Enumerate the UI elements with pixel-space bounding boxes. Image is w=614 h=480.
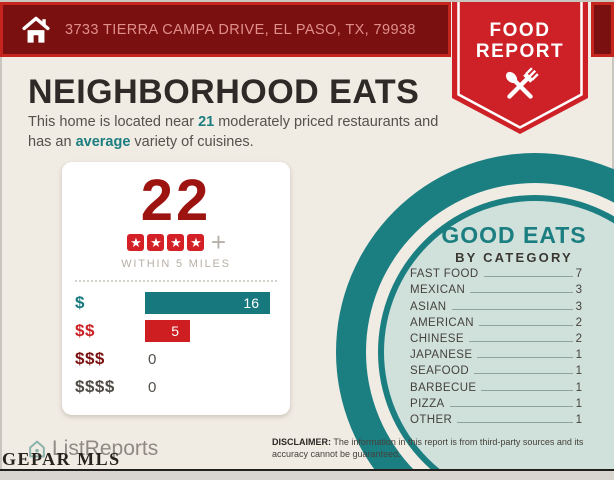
leader-line bbox=[481, 389, 573, 391]
star-icon: ★ bbox=[187, 233, 205, 251]
category-row: AMERICAN 2 bbox=[410, 314, 582, 330]
category-list: FAST FOOD 7 MEXICAN 3 ASIAN 3 AMERICAN 2 CHINESE… bbox=[410, 265, 582, 427]
leader-line bbox=[468, 340, 573, 342]
category-value: 1 bbox=[575, 413, 582, 426]
category-row: OTHER 1 bbox=[410, 411, 582, 427]
price-label: $$$$ bbox=[75, 377, 115, 396]
mls-watermark: GEPAR MLS bbox=[2, 449, 121, 469]
property-address: 3733 TIERRA CAMPA DRIVE, EL PASO, TX, 79… bbox=[65, 21, 416, 38]
category-row: PIZZA 1 bbox=[410, 395, 582, 411]
price-value: 16 bbox=[243, 295, 259, 311]
price-label: $$$ bbox=[75, 349, 105, 368]
leader-line bbox=[474, 373, 573, 375]
disclaimer: DISCLAIMER: The information in this repo… bbox=[272, 437, 610, 461]
category-label: BARBECUE bbox=[410, 381, 477, 394]
category-label: OTHER bbox=[410, 413, 453, 426]
badge-title-line1: FOOD bbox=[489, 20, 551, 41]
ribbon-shape bbox=[452, 2, 588, 134]
price-value: 5 bbox=[171, 323, 179, 339]
category-row: SEAFOOD 1 bbox=[410, 362, 582, 378]
price-row: $16 bbox=[62, 292, 290, 314]
category-label: SEAFOOD bbox=[410, 365, 470, 378]
restaurant-count: 21 bbox=[198, 114, 215, 130]
star-icon: ★ bbox=[127, 233, 145, 251]
leader-line bbox=[470, 292, 573, 294]
leader-line bbox=[478, 324, 573, 326]
star-icon: ★ bbox=[147, 233, 165, 251]
summary-card: 22 ★ ★ ★ ★ + WITHIN 5 MILES $16 $$ 5 $$$ 0 $$$$ 0 bbox=[62, 162, 290, 415]
category-value: 1 bbox=[575, 381, 582, 394]
category-label: MEXICAN bbox=[410, 284, 466, 297]
category-row: CHINESE 2 bbox=[410, 330, 582, 346]
leader-line bbox=[483, 276, 573, 278]
price-bar: 5 bbox=[145, 320, 190, 342]
price-bar-zone: 0 bbox=[145, 348, 270, 370]
leader-line bbox=[457, 421, 573, 423]
home-icon bbox=[22, 16, 50, 43]
rating-stars: ★ ★ ★ ★ + bbox=[62, 227, 290, 257]
good-eats-title: GOOD EATS bbox=[441, 222, 587, 248]
category-label: ASIAN bbox=[410, 300, 447, 313]
price-bar-zone: 5 bbox=[145, 320, 270, 342]
address-bar-right-segment bbox=[591, 2, 614, 57]
category-value: 7 bbox=[575, 268, 582, 281]
page-title: NEIGHBORHOOD EATS bbox=[28, 73, 420, 111]
category-row: FAST FOOD 7 bbox=[410, 265, 582, 281]
variety-highlight: average bbox=[75, 134, 131, 151]
leader-line bbox=[477, 357, 573, 359]
price-label: $$ bbox=[75, 321, 95, 340]
intro-text-mid: moderately priced restaurants and has an bbox=[28, 114, 439, 151]
price-row: $$ 5 bbox=[62, 320, 290, 342]
price-row: $$$$ 0 bbox=[62, 376, 290, 398]
leader-line bbox=[451, 308, 573, 310]
category-value: 3 bbox=[575, 284, 582, 297]
category-row: JAPANESE 1 bbox=[410, 346, 582, 362]
category-row: ASIAN 3 bbox=[410, 297, 582, 313]
radius-label: WITHIN 5 MILES bbox=[121, 258, 231, 270]
category-row: MEXICAN 3 bbox=[410, 281, 582, 297]
category-value: 2 bbox=[575, 316, 582, 329]
star-icon: ★ bbox=[167, 233, 185, 251]
good-eats-subtitle: BY CATEGORY bbox=[455, 250, 573, 265]
category-value: 1 bbox=[575, 365, 582, 378]
price-value: 0 bbox=[148, 350, 157, 368]
watermark-frame-line bbox=[0, 469, 614, 471]
badge-title-line2: REPORT bbox=[475, 40, 565, 62]
category-label: FAST FOOD bbox=[410, 268, 479, 281]
category-label: AMERICAN bbox=[410, 316, 474, 329]
listreports-house-icon bbox=[29, 440, 45, 458]
category-label: CHINESE bbox=[410, 332, 464, 345]
price-row: $$$ 0 bbox=[62, 348, 290, 370]
price-bar-zone: 16 bbox=[145, 292, 270, 314]
category-label: PIZZA bbox=[410, 397, 445, 410]
intro-text: This home is located near 21 moderately … bbox=[28, 112, 452, 153]
category-value: 3 bbox=[575, 300, 582, 313]
price-bar-zone: 0 bbox=[145, 376, 270, 398]
good-eats-header: GOOD EATS BY CATEGORY bbox=[414, 222, 614, 265]
dotted-divider bbox=[75, 280, 277, 282]
total-restaurants-count: 22 bbox=[140, 168, 212, 233]
plus-sign: + bbox=[210, 227, 227, 257]
listreports-logo-text: ListReports bbox=[52, 437, 159, 460]
address-bar: 3733 TIERRA CAMPA DRIVE, EL PASO, TX, 79… bbox=[0, 2, 451, 57]
disclaimer-label: DISCLAIMER: bbox=[272, 437, 331, 447]
intro-text-after: variety of cuisines. bbox=[130, 134, 254, 151]
category-value: 1 bbox=[575, 397, 582, 410]
price-bar: 16 bbox=[145, 292, 270, 314]
price-label: $ bbox=[75, 293, 85, 312]
price-bar-chart: $16 $$ 5 $$$ 0 $$$$ 0 bbox=[62, 292, 290, 398]
leader-line bbox=[449, 405, 573, 407]
intro-text-before: This home is located near bbox=[28, 114, 199, 130]
category-row: BARBECUE 1 bbox=[410, 378, 582, 394]
bottom-border-strip bbox=[0, 471, 614, 480]
food-report-badge: FOOD REPORT bbox=[452, 2, 588, 134]
listreports-logo: ListReports bbox=[26, 437, 158, 461]
disclaimer-text: The information in this report is from t… bbox=[272, 437, 584, 459]
category-value: 2 bbox=[575, 332, 582, 345]
price-value: 0 bbox=[148, 378, 157, 396]
category-value: 1 bbox=[575, 349, 582, 362]
crossed-spoon-fork-icon bbox=[505, 67, 539, 99]
category-label: JAPANESE bbox=[410, 349, 473, 362]
